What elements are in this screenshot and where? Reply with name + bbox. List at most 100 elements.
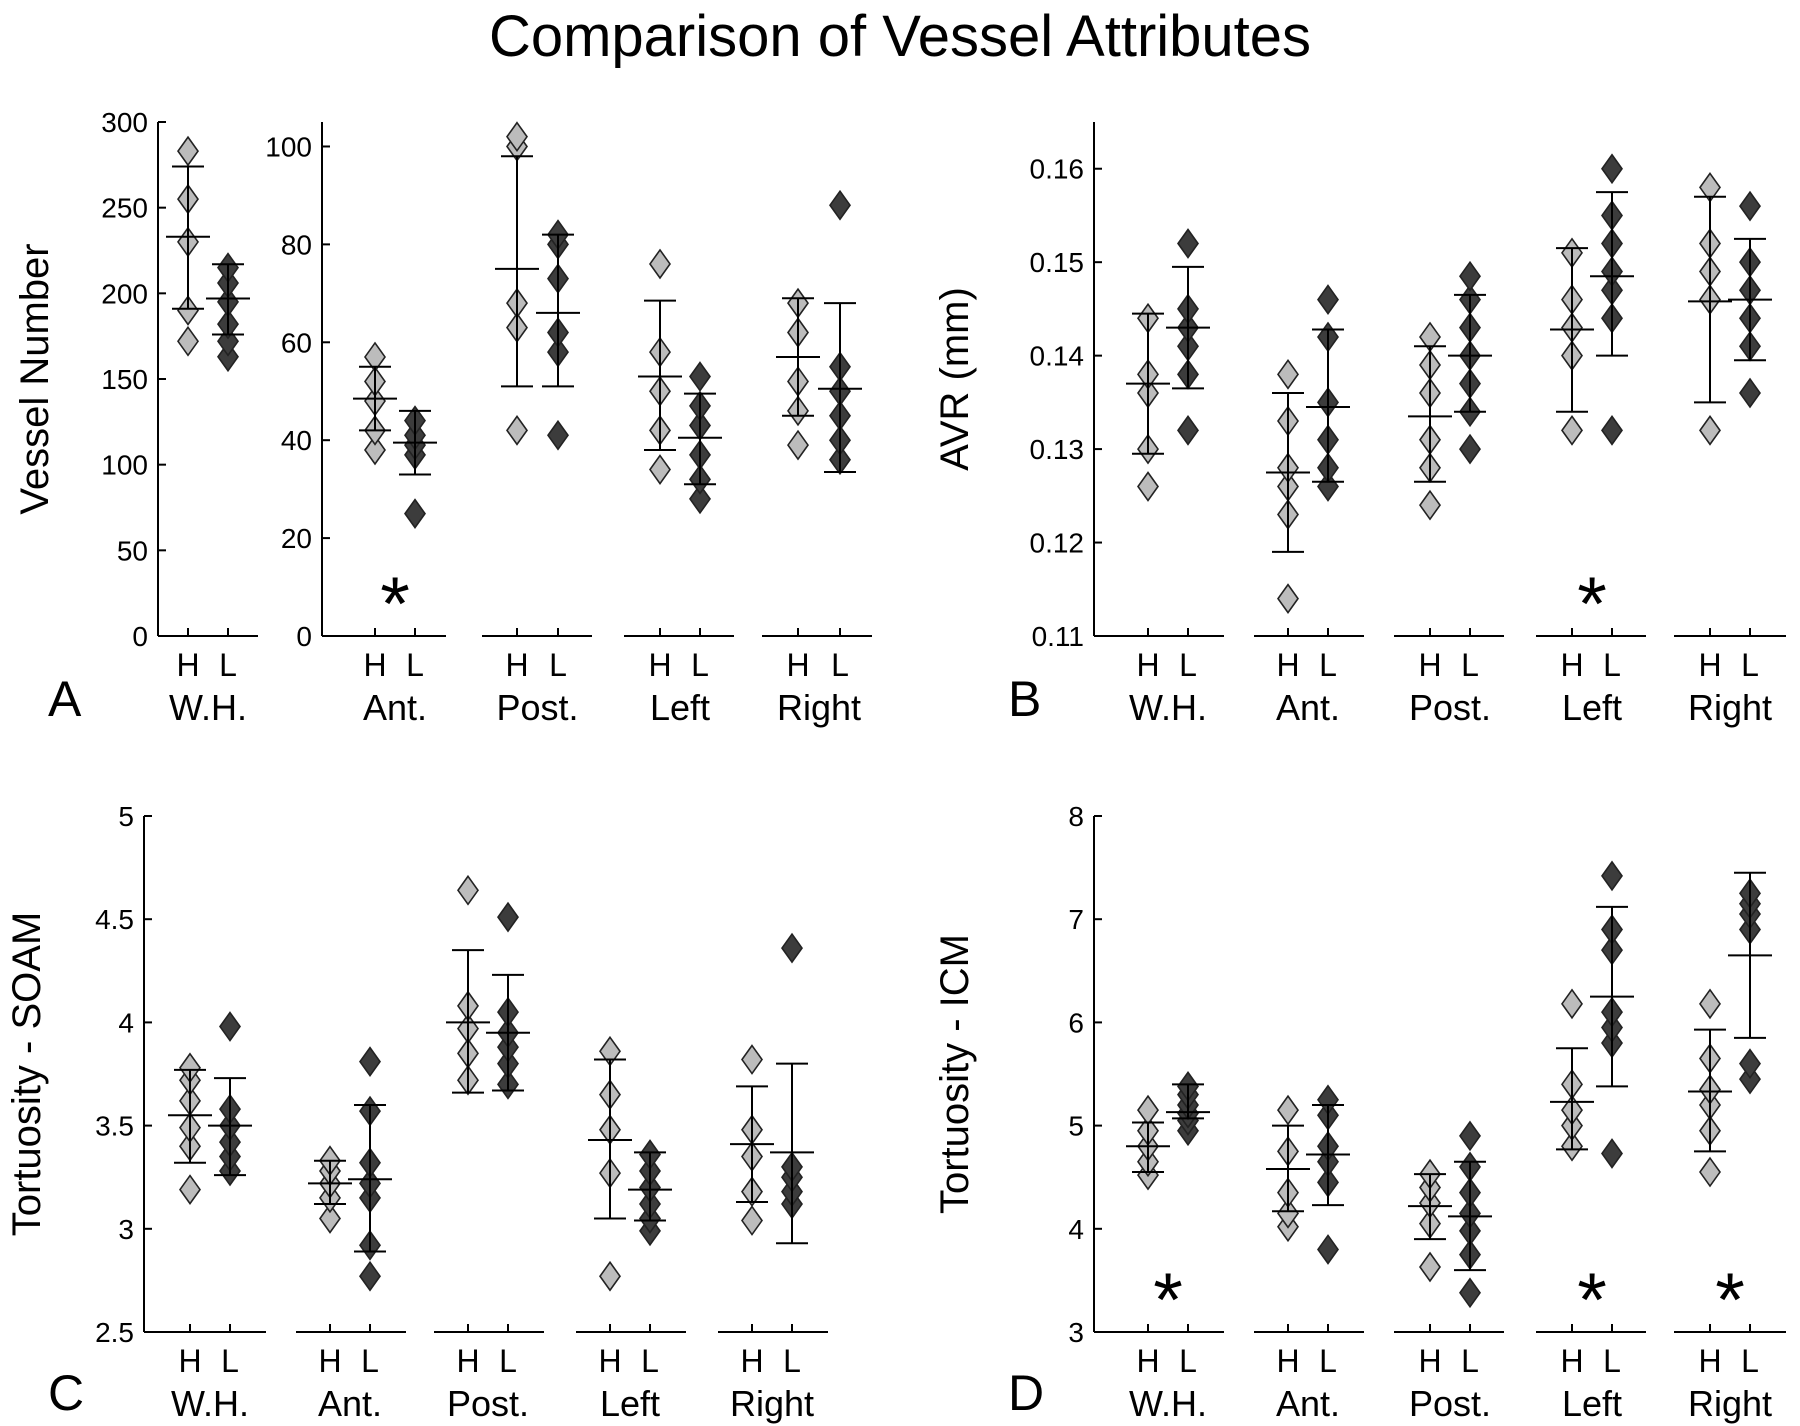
group-label: Ant. <box>318 1383 382 1424</box>
y-tick-label: 4 <box>118 1007 134 1038</box>
errorbar-l <box>348 1103 392 1253</box>
data-point-l <box>359 1260 381 1292</box>
errorbar-h <box>495 155 539 388</box>
x-tick-label-l: L <box>1319 1343 1337 1379</box>
data-point-h <box>1699 1156 1721 1188</box>
errorbar-h <box>1126 1121 1170 1174</box>
x-tick-label-h: H <box>740 1343 763 1379</box>
y-tick-label: 0 <box>296 621 312 652</box>
x-tick-label-l: L <box>1603 647 1621 683</box>
group-label: Left <box>600 1383 660 1424</box>
data-point-h <box>177 325 199 357</box>
data-point-l <box>1601 415 1623 446</box>
group-right: H L Right * <box>1674 871 1786 1424</box>
errorbar-l <box>536 233 580 388</box>
y-tick-label: 0.13 <box>1030 434 1085 465</box>
errorbar-l <box>486 973 530 1092</box>
y-tick-label: 150 <box>101 364 148 395</box>
x-tick-label-l: L <box>1461 647 1479 683</box>
y-tick-label: 3 <box>1068 1317 1084 1348</box>
panel-b: AVR (mm)B0.110.120.130.140.150.16H LW.H.H… <box>933 122 1786 728</box>
x-tick-label-l: L <box>1603 1343 1621 1379</box>
y-tick-label: 250 <box>101 193 148 224</box>
data-point-l <box>689 483 711 515</box>
data-point-l <box>1459 1277 1481 1309</box>
significance-star: * <box>1577 1258 1607 1343</box>
errorbar-l <box>1448 1160 1492 1272</box>
x-tick-label-h: H <box>1136 647 1159 683</box>
data-point-h <box>1137 471 1159 502</box>
y-tick-label: 7 <box>1068 904 1084 935</box>
errorbar-l <box>206 263 250 336</box>
x-tick-label-h: H <box>178 1343 201 1379</box>
group-ant: H L Ant. * <box>322 341 446 728</box>
data-point-h <box>1419 1251 1441 1283</box>
y-tick-label: 80 <box>281 229 312 260</box>
errorbar-h <box>168 1068 212 1164</box>
data-point-l <box>547 419 569 451</box>
x-tick-label-l: L <box>1741 1343 1759 1379</box>
data-point-l <box>1177 228 1199 259</box>
data-point-h <box>649 454 671 485</box>
data-point-h <box>364 434 386 466</box>
x-tick-label-l: L <box>406 647 424 683</box>
data-point-l <box>1739 190 1761 222</box>
x-tick-label-h: H <box>456 1343 479 1379</box>
errorbar-h <box>1550 1047 1594 1151</box>
data-point-l <box>781 932 803 964</box>
y-axis-label: AVR (mm) <box>933 287 977 471</box>
group-label: W.H. <box>1129 1383 1207 1424</box>
data-point-h <box>506 121 528 153</box>
data-point-h <box>1561 415 1583 446</box>
errorbar-l <box>208 1077 252 1177</box>
group-wh: H L W.H. <box>158 135 258 728</box>
x-tick-label-l: L <box>1179 647 1197 683</box>
data-point-h <box>1277 1197 1299 1229</box>
x-tick-label-l: L <box>641 1343 659 1379</box>
x-tick-label-l: L <box>219 647 237 683</box>
data-point-h <box>741 1044 763 1075</box>
errorbar-h <box>446 949 490 1094</box>
group-label: Ant. <box>363 687 427 728</box>
group-label: Post. <box>496 687 578 728</box>
panel-letter: B <box>1008 671 1041 727</box>
x-tick-label-l: L <box>831 647 849 683</box>
group-left: H L Left <box>576 1035 686 1424</box>
x-tick-label-l: L <box>361 1343 379 1379</box>
errorbar-h <box>166 165 210 310</box>
group-label: Left <box>650 687 710 728</box>
data-point-l <box>829 189 851 221</box>
y-tick-label: 100 <box>101 450 148 481</box>
y-axis-label: Tortuosity - SOAM <box>5 912 49 1237</box>
data-point-h <box>741 1205 763 1236</box>
x-tick-label-l: L <box>549 647 567 683</box>
panel-letter: D <box>1008 1365 1044 1421</box>
x-tick-label-l: L <box>1741 647 1759 683</box>
errorbar-h <box>1688 1028 1732 1153</box>
data-point-h <box>1277 583 1299 614</box>
figure-title: Comparison of Vessel Attributes <box>488 4 1312 69</box>
y-axis: 2.5 3 3.5 4 4.5 5 <box>95 801 152 1348</box>
data-point-l <box>1601 1138 1623 1169</box>
x-tick-label-h: H <box>1560 1343 1583 1379</box>
data-point-h <box>1699 415 1721 446</box>
x-tick-label-h: H <box>505 647 528 683</box>
errorbar-h <box>1550 247 1594 413</box>
data-point-l <box>497 901 519 933</box>
y-tick-label: 4 <box>1068 1214 1084 1245</box>
y-tick-label: 5 <box>1068 1111 1084 1142</box>
x-tick-label-l: L <box>1319 647 1337 683</box>
data-point-h <box>649 248 671 280</box>
data-point-h <box>457 874 479 906</box>
data-point-l <box>404 498 426 529</box>
data-point-h <box>1277 358 1299 390</box>
y-tick-label: 0 <box>132 621 148 652</box>
group-post: H L Post. <box>1394 1120 1504 1424</box>
y-tick-label: 40 <box>281 425 312 456</box>
group-ant: H L Ant. <box>296 1046 406 1424</box>
y-axis-regions: 0 20 40 60 80 100 <box>265 122 330 652</box>
data-point-l <box>217 341 239 373</box>
